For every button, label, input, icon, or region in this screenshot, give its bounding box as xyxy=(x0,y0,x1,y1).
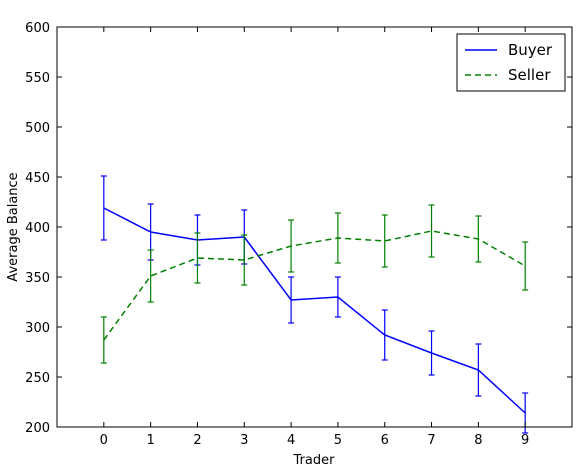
y-tick-label-6: 500 xyxy=(25,121,50,136)
x-tick-label-8: 8 xyxy=(474,433,482,448)
x-tick-label-5: 5 xyxy=(334,433,342,448)
y-tick-label-2: 300 xyxy=(25,321,50,336)
x-tick-label-7: 7 xyxy=(427,433,435,448)
series-line-seller xyxy=(103,230,526,341)
x-tick-label-2: 2 xyxy=(193,433,201,448)
y-axis-label: Average Balance xyxy=(6,172,21,281)
x-tick-label-6: 6 xyxy=(381,433,389,448)
ticks-layer: 0 1 2 3 4 5 6 7 8 9 200 250 300 350 400 450 500 550 600 xyxy=(25,21,572,448)
y-tick-label-7: 550 xyxy=(25,71,50,86)
y-tick-label-0: 200 xyxy=(25,421,50,436)
x-tick-label-4: 4 xyxy=(287,433,295,448)
y-tick-label-4: 400 xyxy=(25,221,50,236)
x-tick-label-1: 1 xyxy=(146,433,154,448)
x-axis-label: Trader xyxy=(293,453,336,468)
y-tick-label-3: 350 xyxy=(25,271,50,286)
legend: Buyer Seller xyxy=(456,33,566,92)
x-tick-label-0: 0 xyxy=(100,433,108,448)
legend-box xyxy=(456,33,566,92)
legend-label-seller: Seller xyxy=(508,66,551,84)
legend-label-buyer: Buyer xyxy=(508,41,553,59)
x-tick-label-9: 9 xyxy=(521,433,529,448)
y-tick-label-1: 250 xyxy=(25,371,50,386)
y-tick-label-8: 600 xyxy=(25,21,50,36)
y-tick-label-5: 450 xyxy=(25,171,50,186)
series-line-buyer xyxy=(103,207,526,414)
plot-area xyxy=(57,27,572,427)
series-layer xyxy=(100,175,529,434)
x-tick-label-3: 3 xyxy=(240,433,248,448)
series-seller xyxy=(100,204,529,364)
